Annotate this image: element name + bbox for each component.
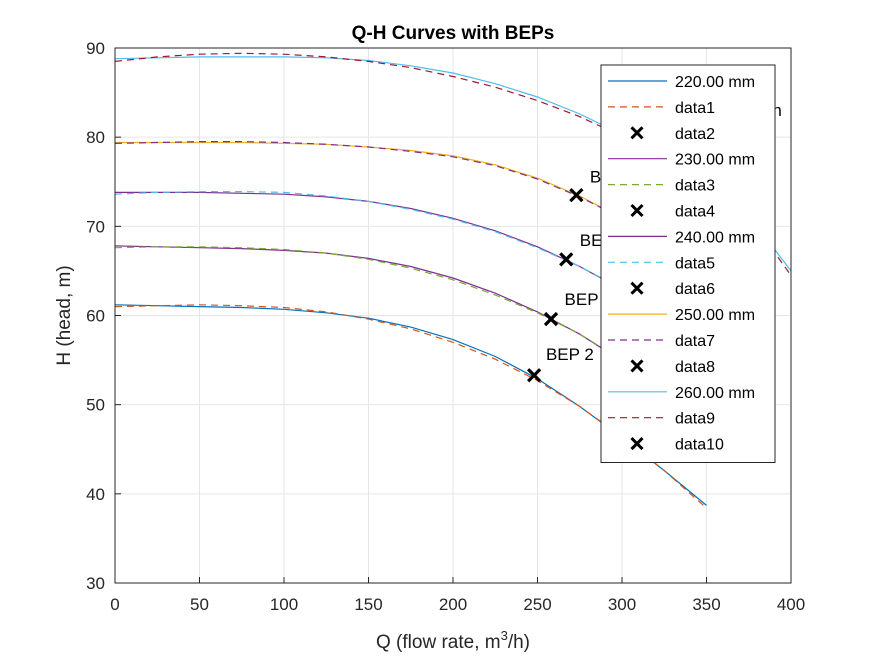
series-line-data5 [115,191,750,384]
legend-label-data2: data2 [675,126,715,143]
y-tick-label: 40 [86,485,105,504]
x-axis-label-main: Q (flow rate, m [376,632,501,653]
legend-label-240-00-mm: 240.00 mm [675,229,755,246]
bep-marker-data2 [526,368,542,383]
bep-label: BEP [565,290,599,309]
x-axis-label-superscript: 3 [501,628,508,643]
series-line-data9 [115,52,791,276]
x-tick-label: 100 [270,595,298,614]
legend-marker-data2 [630,126,644,140]
chart-title: Q-H Curves with BEPs [352,23,555,44]
legend-label-data7: data7 [675,333,715,350]
x-tick-label: 50 [190,595,209,614]
bep-marker-data8 [569,187,584,203]
legend-label-data1: data1 [675,100,715,117]
y-tick-label: 90 [86,39,105,58]
x-axis-label-unit: /h) [508,632,530,653]
x-tick-label: 300 [608,595,636,614]
bep-marker-data4 [543,311,559,327]
x-tick-label: 0 [110,595,119,614]
legend-marker-data10 [630,437,644,451]
legend-label-230-00-mm: 230.00 mm [675,152,755,169]
legend-label-data3: data3 [675,178,715,195]
y-tick-label: 70 [86,217,105,236]
series-line-data7 [115,141,775,330]
bep-label: n [772,101,781,120]
bep-label: BEP 2 [546,345,594,364]
legend-marker-data4 [630,203,644,218]
legend-label-data10: data10 [675,437,724,454]
x-tick-label: 250 [523,595,551,614]
x-axis-label: Q (flow rate, m3/h) [376,628,530,653]
tick-labels: 0 50 100 150 200 250 300 350 400 30 40 50 60 70 80 90 [86,39,805,614]
y-tick-label: 80 [86,128,105,147]
y-tick-label: 30 [86,574,105,593]
x-tick-label: 150 [354,595,382,614]
legend-label-data8: data8 [675,359,715,376]
legend-marker-data8 [630,359,644,373]
legend-label-250-00-mm: 250.00 mm [675,307,755,324]
legend-label-220-00-mm: 220.00 mm [675,74,755,91]
legend: 220.00 mm data1 data2 230.00 mm data3 data4 24… [600,64,776,463]
legend-marker-data6 [630,281,644,295]
y-tick-label: 60 [86,307,105,326]
x-tick-label: 200 [439,595,467,614]
legend-label-data4: data4 [675,204,715,221]
bep-marker-data6 [559,252,574,267]
y-axis-label: H (head, m) [54,265,75,365]
legend-label-data6: data6 [675,281,715,298]
x-tick-label: 400 [777,595,805,614]
y-tick-label: 50 [86,396,105,415]
legend-label-260-00-mm: 260.00 mm [675,385,755,402]
legend-box [600,64,776,463]
legend-label-data9: data9 [675,411,715,428]
legend-label-data5: data5 [675,255,715,272]
x-tick-label: 350 [692,595,720,614]
